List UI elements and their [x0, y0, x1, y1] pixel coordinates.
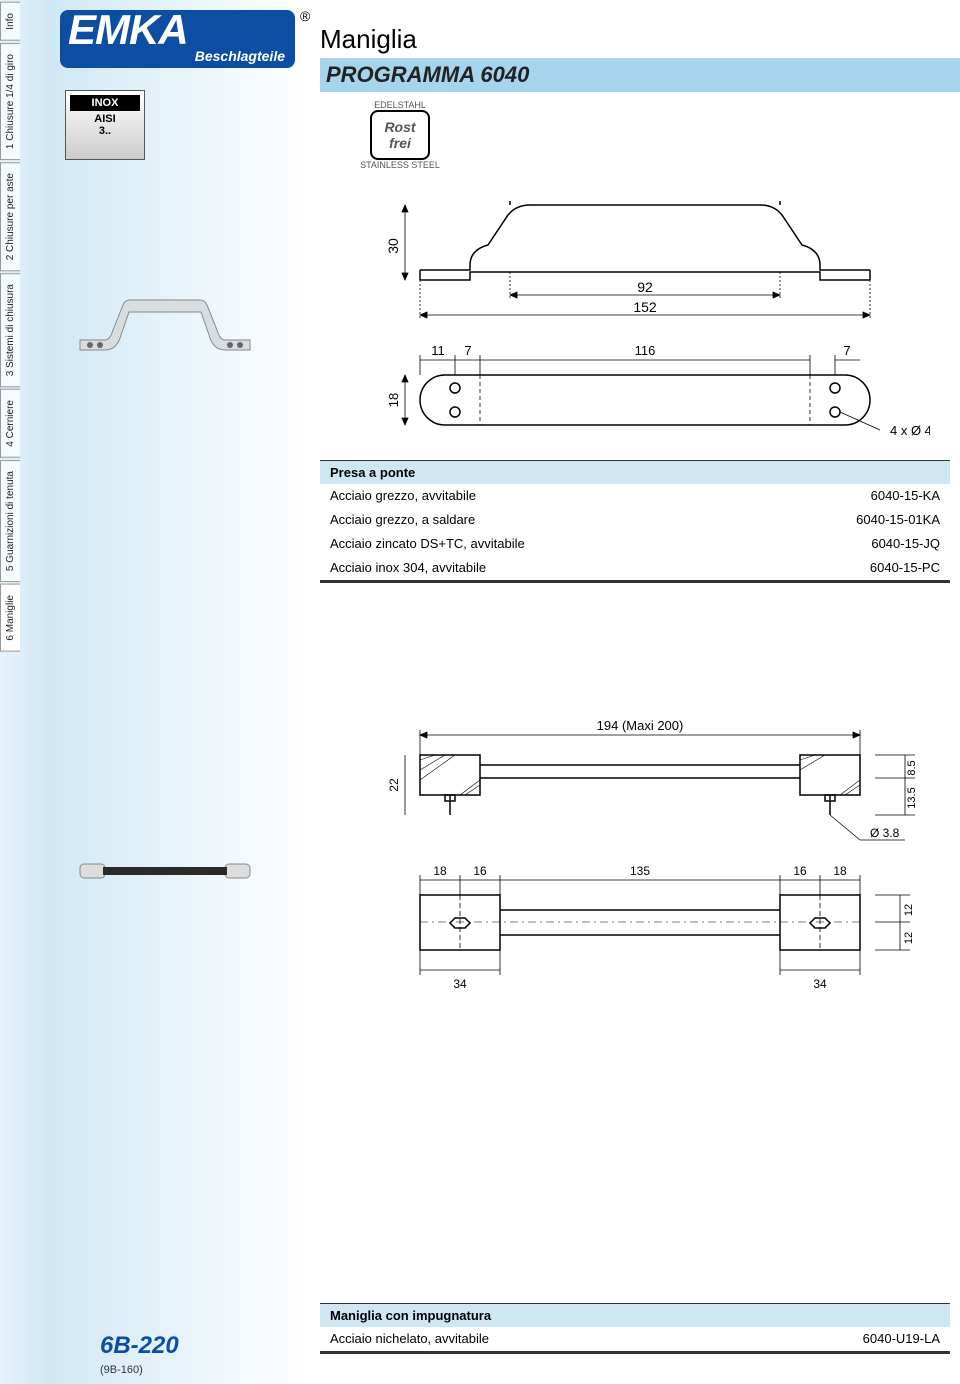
dim-holes: 4 x Ø 4: [890, 423, 930, 438]
row-desc: Acciaio inox 304, avvitabile: [330, 560, 486, 575]
logo-subtitle: Beschlagteile: [195, 48, 285, 64]
dim-152: 152: [633, 299, 657, 315]
dim-7l: 7: [464, 343, 471, 358]
inox-line3: 3..: [99, 125, 111, 137]
dim-b16r: 16: [793, 864, 807, 878]
page-subtitle: PROGRAMMA 6040: [326, 62, 529, 88]
row-desc: Acciaio nichelato, avvitabile: [330, 1331, 489, 1346]
page-ref: (9B-160): [100, 1364, 143, 1376]
table-row: Acciaio zincato DS+TC, avvitabile 6040-1…: [320, 532, 950, 556]
dim-12b: 12: [903, 932, 915, 944]
dim-18: 18: [386, 393, 401, 407]
sidebar-nav: Info 1 Chiusure 1/4 di giro 2 Chiusure p…: [0, 0, 48, 1384]
dim-30: 30: [385, 238, 401, 254]
tab-sistemi[interactable]: 3 Sistemi di chiusura: [0, 273, 20, 387]
logo-block: EMKA Beschlagteile: [60, 10, 295, 68]
rostfrei-main2: frei: [372, 135, 428, 151]
dim-135r: 13.5: [906, 787, 918, 808]
dim-92: 92: [637, 279, 653, 295]
tab-maniglie[interactable]: 6 Maniglie: [0, 584, 20, 652]
registered-mark: ®: [300, 8, 310, 24]
table-row: Acciaio nichelato, avvitabile 6040-U19-L…: [320, 1327, 950, 1351]
technical-drawing-1: 30 92 152: [360, 170, 930, 455]
row-desc: Acciaio grezzo, a saldare: [330, 512, 475, 527]
tab-cerniere[interactable]: 4 Cerniere: [0, 389, 20, 458]
row-code: 6040-15-01KA: [856, 512, 940, 527]
tab-guarnizioni[interactable]: 5 Guarnizioni di tenuta: [0, 460, 20, 582]
dim-34r: 34: [813, 977, 827, 991]
dim-194: 194 (Maxi 200): [597, 718, 684, 733]
header-band: PROGRAMMA 6040: [320, 58, 960, 92]
row-code: 6040-U19-LA: [863, 1331, 940, 1346]
spec-table-2: Maniglia con impugnatura Acciaio nichela…: [320, 1303, 950, 1354]
dim-11: 11: [431, 343, 445, 358]
row-desc: Acciaio zincato DS+TC, avvitabile: [330, 536, 525, 551]
rostfrei-main1: Rost: [372, 119, 428, 135]
tab-info[interactable]: Info: [0, 2, 20, 41]
row-code: 6040-15-PC: [870, 560, 940, 575]
rostfrei-top: EDELSTAHL: [360, 100, 440, 110]
inox-badge: INOX AISI 3..: [65, 90, 145, 160]
row-code: 6040-15-KA: [871, 488, 940, 503]
spec-table-1: Presa a ponte Acciaio grezzo, avvitabile…: [320, 460, 950, 583]
logo-brand: EMKA: [68, 6, 188, 54]
page-number: 6B-220: [100, 1332, 179, 1360]
table-row: Acciaio grezzo, a saldare 6040-15-01KA: [320, 508, 950, 532]
dim-b16l: 16: [473, 864, 487, 878]
table2-header: Maniglia con impugnatura: [320, 1303, 950, 1327]
page-title: Maniglia: [320, 24, 417, 55]
rostfrei-badge: EDELSTAHL Rost frei STAINLESS STEEL: [360, 100, 440, 170]
dim-22: 22: [387, 778, 401, 792]
tab-chiusure-aste[interactable]: 2 Chiusure per aste: [0, 162, 20, 271]
rostfrei-bottom: STAINLESS STEEL: [360, 160, 440, 170]
dim-12t: 12: [903, 904, 915, 916]
row-desc: Acciaio grezzo, avvitabile: [330, 488, 476, 503]
dim-b18r: 18: [833, 864, 847, 878]
row-code: 6040-15-JQ: [871, 536, 940, 551]
dim-116: 116: [635, 343, 656, 358]
tab-chiusure-giro[interactable]: 1 Chiusure 1/4 di giro: [0, 43, 20, 160]
inox-line1: INOX: [70, 95, 140, 111]
product-photo-bracket: [75, 280, 255, 365]
dim-7r: 7: [843, 343, 850, 358]
dim-b135: 135: [630, 864, 650, 878]
dim-85: 8.5: [906, 760, 918, 775]
table-row: Acciaio inox 304, avvitabile 6040-15-PC: [320, 556, 950, 580]
table-row: Acciaio grezzo, avvitabile 6040-15-KA: [320, 484, 950, 508]
dim-dia: Ø 3.8: [870, 826, 900, 840]
dim-b18l: 18: [433, 864, 447, 878]
product-photo-handle: [75, 850, 255, 895]
dim-34l: 34: [453, 977, 467, 991]
technical-drawing-2: 194 (Maxi 200) 22 8.5 13.5 Ø 3.8: [360, 700, 930, 1025]
table1-header: Presa a ponte: [320, 460, 950, 484]
inox-line2: AISI: [94, 113, 115, 125]
